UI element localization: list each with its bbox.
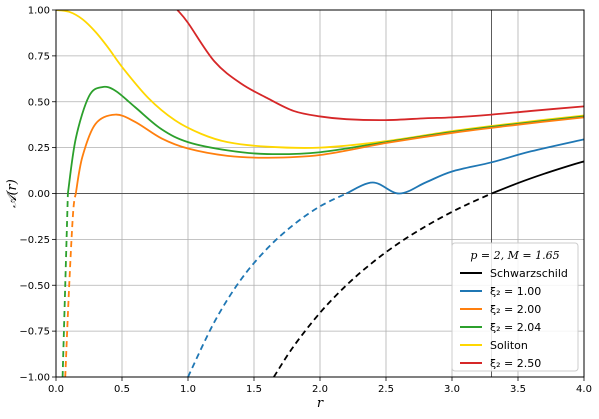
series-line-3 [66,85,584,194]
y-tick-label: −1.00 [19,373,50,384]
series-lines [56,10,584,377]
x-tick-label: 4.0 [576,384,592,395]
series-line-negative-1 [187,192,347,377]
legend-title: p = 2, M = 1.65 [470,249,559,262]
y-tick-label: 0.75 [28,51,50,62]
x-tick-label: 0.5 [114,384,130,395]
series-line-negative-3 [61,193,69,377]
y-axis-label: 𝒜(r) [5,179,20,208]
series-1 [187,138,584,377]
series-line-2 [74,113,584,194]
y-tick-label: 1.00 [28,6,50,17]
x-tick-label: 0.0 [48,384,64,395]
legend: p = 2, M = 1.65 Schwarzschild ξ₂ = 1.00 ξ₂ … [451,242,579,372]
x-tick-label: 3.5 [510,384,526,395]
series-5 [176,10,584,122]
y-axis-ticks: 1.00 0.75 0.50 0.25 0.00 −0.25 −0.50 −0.75 −1.00 [19,6,56,384]
series-line-0 [491,160,584,195]
x-tick-label: 1.5 [246,384,262,395]
y-tick-label: −0.75 [19,327,50,338]
legend-label: ξ₂ = 1.00 [490,285,541,298]
series-line-5 [176,10,584,122]
series-2 [64,113,584,377]
y-tick-label: 0.00 [28,189,50,200]
x-axis-ticks: 0.0 0.5 1.0 1.5 2.0 2.5 3.0 3.5 4.0 [48,377,592,395]
legend-label: Soliton [490,339,528,352]
y-tick-label: 0.25 [28,143,50,154]
series-line-negative-2 [64,193,77,377]
series-line-1 [346,138,584,195]
y-tick-label: 0.50 [28,97,50,108]
x-tick-label: 2.0 [312,384,328,395]
legend-box [451,242,579,372]
x-tick-label: 2.5 [378,384,394,395]
legend-label: ξ₂ = 2.50 [490,357,541,370]
legend-label: ξ₂ = 2.00 [490,303,541,316]
y-tick-label: −0.25 [19,235,50,246]
x-tick-label: 1.0 [180,384,196,395]
legend-label: ξ₂ = 2.04 [490,321,541,334]
y-tick-label: −0.50 [19,281,50,292]
x-axis-label: r [317,396,324,411]
series-0 [273,160,584,377]
x-tick-label: 3.0 [444,384,460,395]
legend-label: Schwarzschild [490,267,568,280]
